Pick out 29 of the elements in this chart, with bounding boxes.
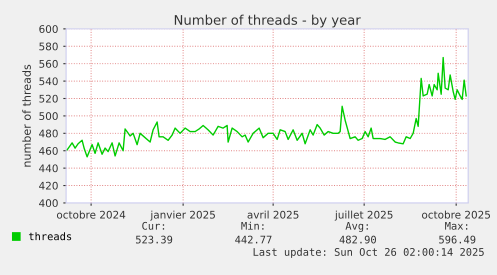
y-tick-label: 400 <box>39 199 58 208</box>
text: Min: <box>241 222 264 230</box>
text: 596.49 <box>439 236 476 244</box>
line-series <box>66 56 467 158</box>
text: 523.39 <box>136 236 172 244</box>
y-tick-label: 440 <box>39 164 58 172</box>
text: Cur: <box>142 222 164 230</box>
y-tick-label: 560 <box>39 60 58 68</box>
chart-title: Number of threads - by year <box>174 14 361 28</box>
y-tick-label: 460 <box>39 146 58 155</box>
y-tick-label: 500 <box>39 112 58 120</box>
y-tick-label: 480 <box>39 130 58 138</box>
text: Last update: Sun Oct 26 02:00:14 2025 <box>254 248 484 258</box>
x-tick-label: avril 2025 <box>248 210 298 219</box>
text: 442.77 <box>235 236 272 244</box>
text: Avg: <box>345 222 368 232</box>
text: Max: <box>445 222 468 230</box>
x-tick-label: juillet 2025 <box>334 210 392 221</box>
y-tick-label: 540 <box>39 77 58 86</box>
x-tick-label: octobre 2024 <box>56 210 126 219</box>
x-tick-label: octobre 2025 <box>422 210 490 219</box>
legend-label: threads <box>28 232 72 240</box>
y-tick-label: 600 <box>39 25 58 33</box>
text: 482.90 <box>340 236 376 244</box>
y-axis-title: number of threads <box>22 64 31 167</box>
x-tick-label: janvier 2025 <box>150 210 215 221</box>
y-tick-label: 520 <box>39 94 58 103</box>
y-tick-label: 420 <box>39 182 58 190</box>
y-tick-label: 580 <box>39 42 58 50</box>
